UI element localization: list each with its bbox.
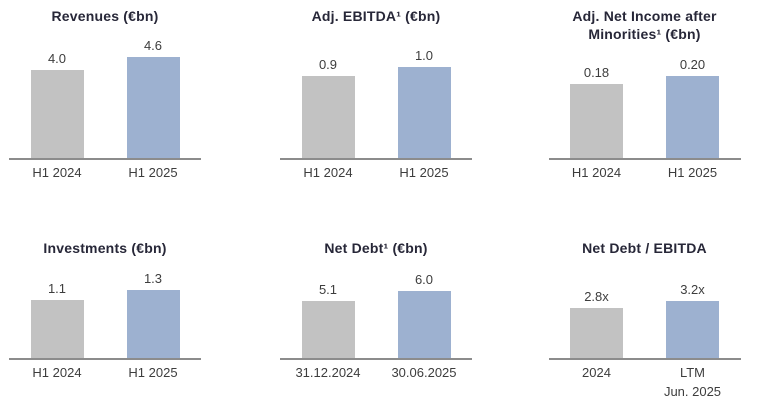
bar-group: 5.1 6.0 xyxy=(301,272,451,358)
chart-net-debt: Net Debt¹ (€bn) 5.1 6.0 31.12.2024 30.06… xyxy=(249,200,503,407)
bar-value-label: 1.0 xyxy=(414,48,434,63)
bar-value-label: 5.1 xyxy=(318,282,338,297)
bar-value-label: 1.3 xyxy=(143,271,163,286)
x-axis-line xyxy=(548,358,741,360)
x-axis-label: 30.06.2025 xyxy=(391,365,457,380)
chart-revenues: Revenues (€bn) 4.0 4.6 H1 2024 H1 2025 xyxy=(0,0,232,200)
chart-title: Net Debt / EBITDA xyxy=(582,240,707,256)
bar-value-label: 0.18 xyxy=(583,65,610,80)
bar-group: 4.0 4.6 xyxy=(30,38,180,158)
x-axis-line xyxy=(280,158,472,160)
bar-value-label: 6.0 xyxy=(414,272,434,287)
bar-group: 0.18 0.20 xyxy=(570,57,719,158)
bar-value-label: 0.9 xyxy=(318,57,338,72)
x-axis-line xyxy=(280,358,472,360)
chart-adj-net-income: Adj. Net Income after Minorities¹ (€bn) … xyxy=(518,0,761,200)
bar-h1-2025 xyxy=(397,67,451,158)
bar-group: 2.8x 3.2x xyxy=(570,282,719,358)
chart-title: Adj. EBITDA¹ (€bn) xyxy=(311,8,441,24)
bar-h1-2024 xyxy=(570,84,623,158)
x-axis-label: H1 2025 xyxy=(128,365,178,380)
x-axis-line xyxy=(548,158,741,160)
plot-area: 2.8x 3.2x 2024 LTM Jun. 2025 xyxy=(548,282,741,407)
x-axis-label: H1 2025 xyxy=(128,165,178,180)
chart-title: Investments (€bn) xyxy=(43,240,167,256)
bar-31-12-2024 xyxy=(301,301,355,358)
x-axis-label: H1 2024 xyxy=(32,165,82,180)
bar-h1-2024 xyxy=(30,300,84,358)
x-axis-label: H1 2025 xyxy=(399,165,449,180)
bar-value-label: 4.6 xyxy=(143,38,163,53)
bar-2024 xyxy=(570,308,623,358)
x-axis-label: H1 2024 xyxy=(571,165,622,180)
bar-h1-2024 xyxy=(301,76,355,158)
plot-area: 1.1 1.3 H1 2024 H1 2025 xyxy=(9,271,201,407)
bar-h1-2025 xyxy=(126,57,180,158)
chart-title: Adj. Net Income after Minorities¹ (€bn) xyxy=(572,8,717,43)
x-axis-label: LTM Jun. 2025 xyxy=(663,365,722,399)
chart-net-debt-ebitda: Net Debt / EBITDA 2.8x 3.2x 2024 LTM Jun… xyxy=(518,200,761,407)
bar-value-label: 2.8x xyxy=(584,289,609,304)
bar-h1-2025 xyxy=(126,290,180,358)
chart-title: Net Debt¹ (€bn) xyxy=(324,240,428,256)
x-axis-label: H1 2024 xyxy=(32,365,82,380)
x-axis-label: H1 2025 xyxy=(667,165,718,180)
bar-h1-2024 xyxy=(30,70,84,158)
x-axis-label: 31.12.2024 xyxy=(295,365,361,380)
bar-group: 1.1 1.3 xyxy=(30,271,180,358)
plot-area: 5.1 6.0 31.12.2024 30.06.2025 xyxy=(280,272,472,407)
chart-investments: Investments (€bn) 1.1 1.3 H1 2024 H1 202… xyxy=(0,200,232,407)
x-axis-line xyxy=(9,358,201,360)
bar-group: 0.9 1.0 xyxy=(301,48,451,158)
x-axis-line xyxy=(9,158,201,160)
bar-value-label: 3.2x xyxy=(680,282,705,297)
plot-area: 0.18 0.20 H1 2024 H1 2025 xyxy=(548,57,741,200)
chart-adj-ebitda: Adj. EBITDA¹ (€bn) 0.9 1.0 H1 2024 H1 20… xyxy=(249,0,503,200)
plot-area: 0.9 1.0 H1 2024 H1 2025 xyxy=(280,48,472,200)
bar-ltm-jun-2025 xyxy=(666,301,719,358)
chart-title: Revenues (€bn) xyxy=(51,8,159,24)
bar-value-label: 0.20 xyxy=(679,57,706,72)
bar-30-06-2025 xyxy=(397,291,451,358)
bar-h1-2025 xyxy=(666,76,719,158)
bar-value-label: 4.0 xyxy=(47,51,67,66)
bar-value-label: 1.1 xyxy=(47,281,67,296)
x-axis-label: 2024 xyxy=(582,365,611,380)
x-axis-label: H1 2024 xyxy=(303,165,353,180)
plot-area: 4.0 4.6 H1 2024 H1 2025 xyxy=(9,38,201,200)
